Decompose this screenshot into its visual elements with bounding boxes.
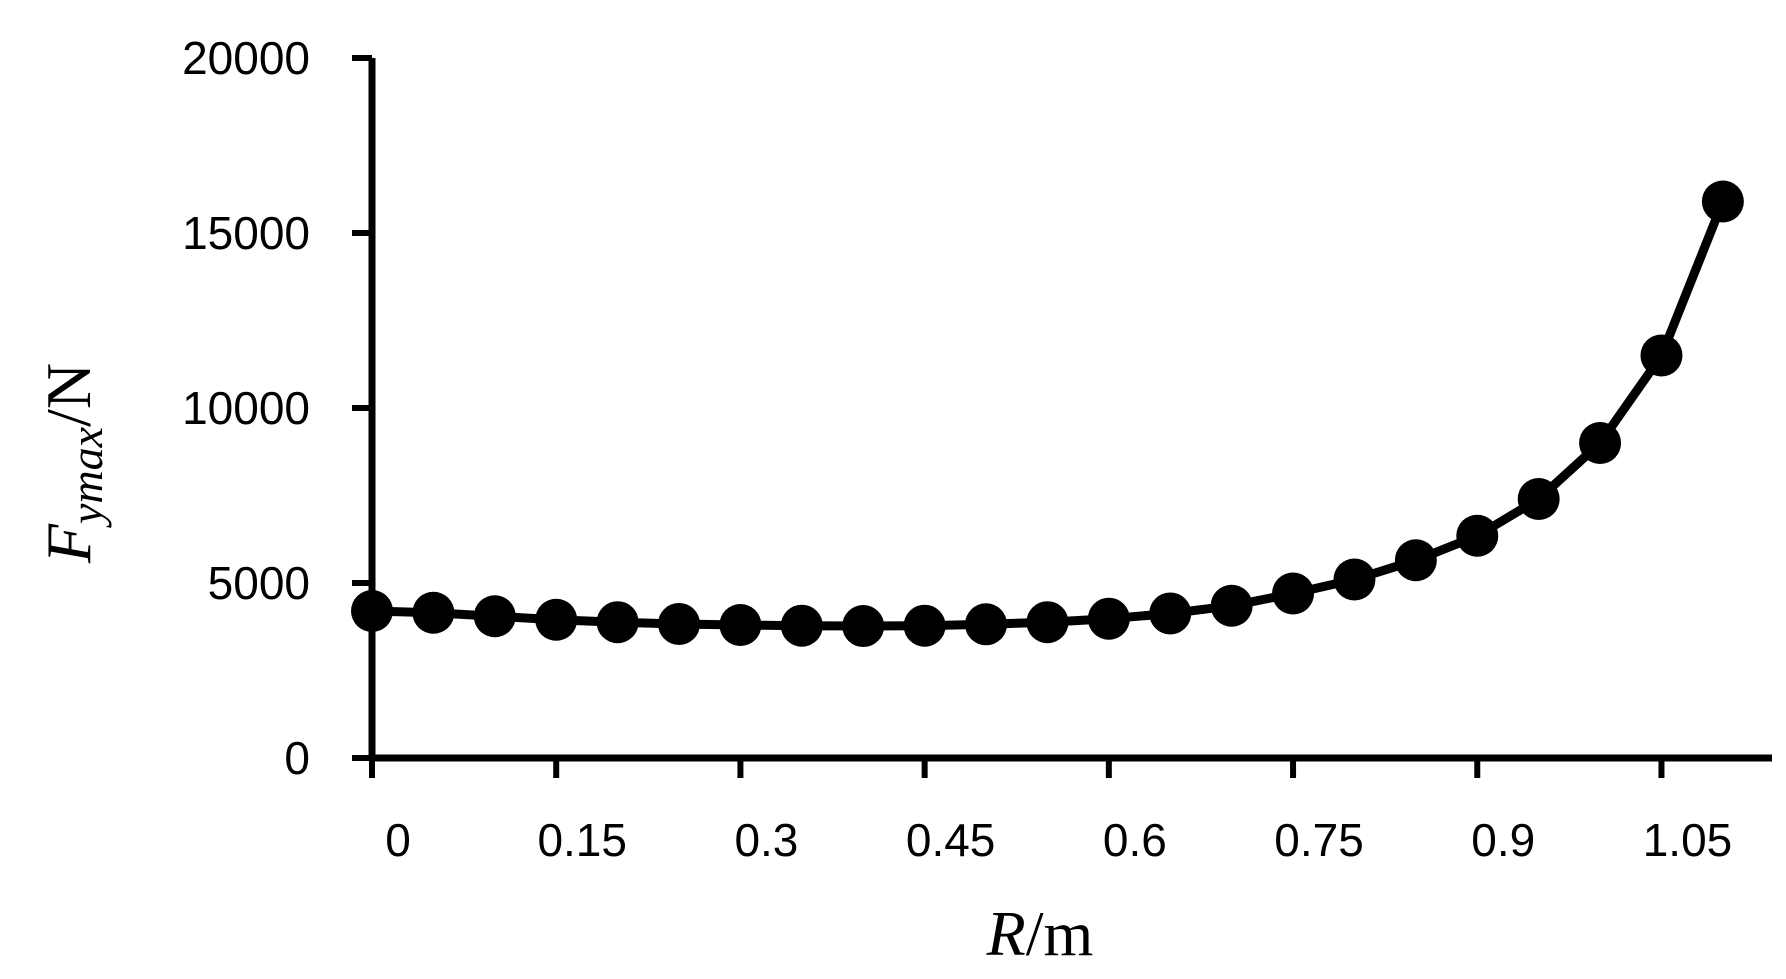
data-point [719, 604, 762, 646]
data-point [1149, 592, 1192, 635]
axes [368, 58, 1772, 762]
data-point [1517, 478, 1560, 520]
data-point [1210, 584, 1253, 627]
y-tick-label: 10000 [182, 382, 310, 434]
y-axis-title: Fymax/N [33, 363, 112, 564]
y-axis-sub: ymax [61, 426, 112, 528]
data-point [412, 591, 455, 634]
y-tick-label: 0 [284, 732, 310, 784]
data-point [1272, 572, 1315, 615]
plot-area [351, 180, 1744, 648]
data-point [596, 601, 639, 644]
x-tick-label: 1.05 [1643, 814, 1733, 866]
data-point [658, 602, 701, 645]
data-point [1333, 558, 1376, 601]
x-tick-label: 0.15 [537, 814, 627, 866]
data-point [1087, 597, 1130, 640]
data-point [535, 598, 578, 641]
data-point [1640, 334, 1683, 377]
y-tick-label: 5000 [208, 557, 310, 609]
data-point [903, 604, 946, 647]
ticks: 0 5000 10000 15000 20000 0 0.15 0.3 0.45 0.6 0.75 0… [182, 32, 1732, 866]
y-axis-unit: /N [33, 363, 104, 427]
x-tick-label: 0 [385, 814, 411, 866]
data-point [1579, 422, 1622, 464]
data-point [1394, 539, 1437, 582]
y-tick-label: 15000 [182, 207, 310, 259]
data-point [842, 605, 885, 648]
data-point [1701, 180, 1744, 223]
y-axis-var: F [33, 523, 104, 564]
data-point [965, 603, 1008, 646]
x-tick-label: 0.3 [734, 814, 798, 866]
y-tick-label: 20000 [182, 32, 310, 84]
x-tick-label: 0.9 [1471, 814, 1535, 866]
data-point [1456, 514, 1499, 557]
x-axis-title: R/m [986, 898, 1094, 969]
series-line [371, 199, 1728, 631]
x-axis-unit: /m [1026, 898, 1094, 969]
x-tick-label: 0.6 [1103, 814, 1167, 866]
data-point [780, 604, 823, 647]
x-axis-var: R [986, 898, 1026, 969]
data-point [1026, 601, 1069, 644]
data-point [473, 595, 516, 638]
x-tick-label: 0.45 [906, 814, 996, 866]
x-tick-label: 0.75 [1274, 814, 1364, 866]
